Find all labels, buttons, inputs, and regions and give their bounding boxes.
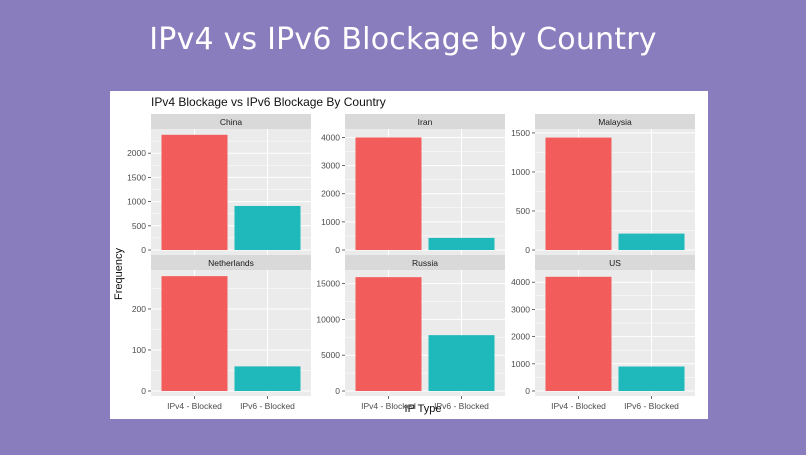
y-tick-label: 4000 [511,277,530,287]
facet-label-us: US [609,258,621,268]
y-tick-label: 3000 [321,161,340,171]
facet-label-netherlands: Netherlands [208,258,254,268]
y-tick-label: 0 [335,386,340,396]
y-tick-label: 10000 [316,314,340,324]
x-tick-label: IPv4 - Blocked [167,401,222,411]
x-tick-label: IPv6 - Blocked [624,401,679,411]
chart-panel: IPv4 Blockage vs IPv6 Blockage By Countr… [110,91,708,419]
y-tick-label: 1500 [511,128,530,138]
y-tick-label: 2000 [511,332,530,342]
y-tick-label: 500 [516,206,530,216]
bar-iran-ipv6-blocked [428,237,495,250]
bar-us-ipv4-blocked [545,276,612,391]
bar-china-ipv4-blocked [161,134,228,250]
bar-netherlands-ipv4-blocked [161,276,228,391]
y-tick-label: 2000 [321,189,340,199]
bar-malaysia-ipv6-blocked [618,233,685,250]
bar-us-ipv6-blocked [618,366,685,391]
y-tick-label: 0 [525,386,530,396]
facet-strip-russia [345,255,505,270]
y-tick-label: 0 [335,245,340,255]
y-tick-label: 5000 [321,350,340,360]
facet-strip-us [535,255,695,270]
y-tick-label: 1000 [511,359,530,369]
chart-title: IPv4 Blockage vs IPv6 Blockage By Countr… [151,95,386,109]
y-tick-label: 3000 [511,304,530,314]
y-tick-label: 1000 [321,217,340,227]
facet-strip-netherlands [151,255,311,270]
bar-malaysia-ipv4-blocked [545,137,612,250]
y-tick-label: 1000 [511,167,530,177]
y-tick-label: 100 [132,345,146,355]
bar-china-ipv6-blocked [234,205,301,250]
y-tick-label: 1000 [127,197,146,207]
y-tick-label: 0 [525,245,530,255]
facet-label-iran: Iran [418,117,433,127]
y-tick-label: 500 [132,221,146,231]
y-axis-label: Frequency [113,248,125,300]
faceted-bar-chart: IPv4 Blockage vs IPv6 Blockage By Countr… [113,95,695,415]
y-tick-label: 2000 [127,148,146,158]
bar-iran-ipv4-blocked [355,137,422,250]
x-tick-label: IPv6 - Blocked [240,401,295,411]
facet-strip-malaysia [535,114,695,129]
facet-strip-iran [345,114,505,129]
y-tick-label: 0 [141,386,146,396]
x-tick-label: IPv4 - Blocked [551,401,606,411]
y-tick-label: 0 [141,245,146,255]
y-tick-label: 1500 [127,172,146,182]
x-tick-label: IPv4 - Blocked [361,401,416,411]
y-tick-label: 4000 [321,132,340,142]
facet-strip-china [151,114,311,129]
x-tick-label: IPv6 - Blocked [434,401,489,411]
x-axis-label: IP Type [405,403,442,415]
y-tick-label: 200 [132,304,146,314]
facet-label-russia: Russia [412,258,438,268]
facet-label-malaysia: Malaysia [598,117,632,127]
bar-netherlands-ipv6-blocked [234,366,301,391]
y-tick-label: 15000 [316,279,340,289]
facet-label-china: China [220,117,242,127]
slide-title: IPv4 vs IPv6 Blockage by Country [149,22,657,57]
bar-russia-ipv4-blocked [355,277,422,391]
bar-russia-ipv6-blocked [428,335,495,391]
